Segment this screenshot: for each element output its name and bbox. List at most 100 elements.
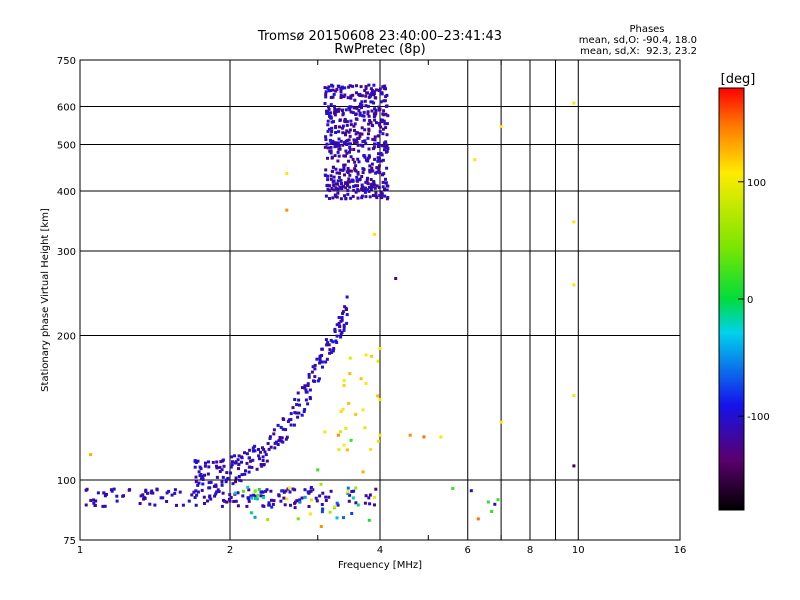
- data-point: [351, 84, 355, 88]
- data-point: [328, 184, 332, 188]
- data-point: [277, 494, 281, 498]
- data-point: [369, 447, 373, 451]
- data-point: [324, 95, 328, 99]
- data-point: [311, 488, 315, 492]
- data-point: [342, 323, 346, 327]
- data-point: [233, 491, 237, 495]
- data-point: [273, 441, 277, 445]
- data-point: [237, 467, 240, 471]
- data-point: [336, 84, 340, 88]
- data-point: [332, 347, 336, 350]
- data-point: [373, 135, 377, 139]
- data-point: [357, 136, 361, 140]
- data-point: [261, 459, 265, 462]
- data-point: [326, 111, 329, 114]
- data-point: [240, 473, 244, 477]
- data-point: [293, 488, 297, 492]
- data-point: [194, 480, 198, 484]
- data-point: [341, 310, 345, 314]
- data-point: [342, 379, 346, 383]
- data-point: [321, 491, 325, 495]
- data-point: [153, 503, 157, 507]
- y-tick-label: 500: [57, 141, 76, 152]
- data-point: [381, 132, 385, 136]
- data-point: [351, 179, 355, 183]
- data-point: [250, 496, 254, 500]
- data-point: [241, 494, 245, 498]
- data-point: [348, 148, 352, 151]
- data-point: [330, 126, 334, 130]
- data-point: [313, 367, 317, 371]
- data-point: [228, 499, 232, 503]
- data-point: [370, 100, 374, 104]
- data-point: [408, 433, 412, 437]
- data-point: [329, 89, 333, 92]
- data-point: [381, 112, 385, 116]
- data-point: [326, 86, 330, 90]
- data-point: [304, 398, 308, 402]
- data-point: [259, 494, 263, 498]
- data-point: [360, 175, 364, 178]
- data-point: [234, 480, 237, 484]
- data-point: [260, 464, 264, 468]
- data-point: [381, 180, 385, 184]
- data-point: [384, 112, 388, 116]
- data-point: [324, 168, 328, 172]
- data-point: [240, 460, 243, 464]
- data-point: [372, 92, 376, 96]
- data-point: [351, 496, 355, 500]
- data-point: [227, 497, 231, 501]
- colorbar-tick-label: 100: [747, 178, 766, 189]
- data-point: [326, 129, 330, 133]
- data-point: [367, 496, 371, 500]
- data-point: [366, 188, 370, 192]
- data-point: [253, 515, 257, 519]
- data-point: [352, 106, 356, 110]
- data-point: [356, 503, 360, 507]
- data-point: [368, 170, 372, 174]
- data-point: [347, 499, 351, 503]
- data-point: [273, 446, 277, 450]
- colorbar: 100 0 -100: [718, 87, 770, 511]
- data-point: [295, 403, 299, 407]
- data-point: [248, 448, 252, 452]
- data-point: [336, 141, 340, 145]
- data-point: [394, 277, 398, 280]
- y-axis-label: Stationary phase Virtual Height [km]: [40, 208, 51, 392]
- data-point: [279, 499, 283, 503]
- data-point: [230, 463, 234, 467]
- data-point: [368, 119, 372, 122]
- data-point: [360, 194, 364, 198]
- data-point: [356, 157, 360, 161]
- data-point: [236, 491, 240, 495]
- data-point: [347, 138, 351, 142]
- data-point: [345, 321, 349, 325]
- data-point: [342, 184, 346, 188]
- data-point: [335, 171, 339, 175]
- data-point: [342, 383, 346, 387]
- data-point: [348, 108, 352, 112]
- data-point: [337, 109, 340, 113]
- data-point: [200, 488, 204, 492]
- data-point: [262, 496, 266, 500]
- data-point: [384, 104, 388, 108]
- data-point: [347, 169, 351, 173]
- data-point: [342, 328, 346, 332]
- data-point: [378, 171, 382, 175]
- data-point: [325, 343, 329, 347]
- data-point: [215, 475, 219, 479]
- data-point: [499, 420, 503, 424]
- data-point: [265, 488, 269, 492]
- data-point: [313, 375, 317, 379]
- data-point: [326, 146, 330, 150]
- data-point: [213, 494, 217, 498]
- data-point: [335, 323, 339, 327]
- data-point: [367, 518, 371, 522]
- data-point: [353, 160, 357, 164]
- data-point: [363, 89, 367, 92]
- data-point: [139, 494, 143, 498]
- data-point: [320, 360, 324, 364]
- data-point: [370, 123, 374, 127]
- data-point: [348, 372, 352, 376]
